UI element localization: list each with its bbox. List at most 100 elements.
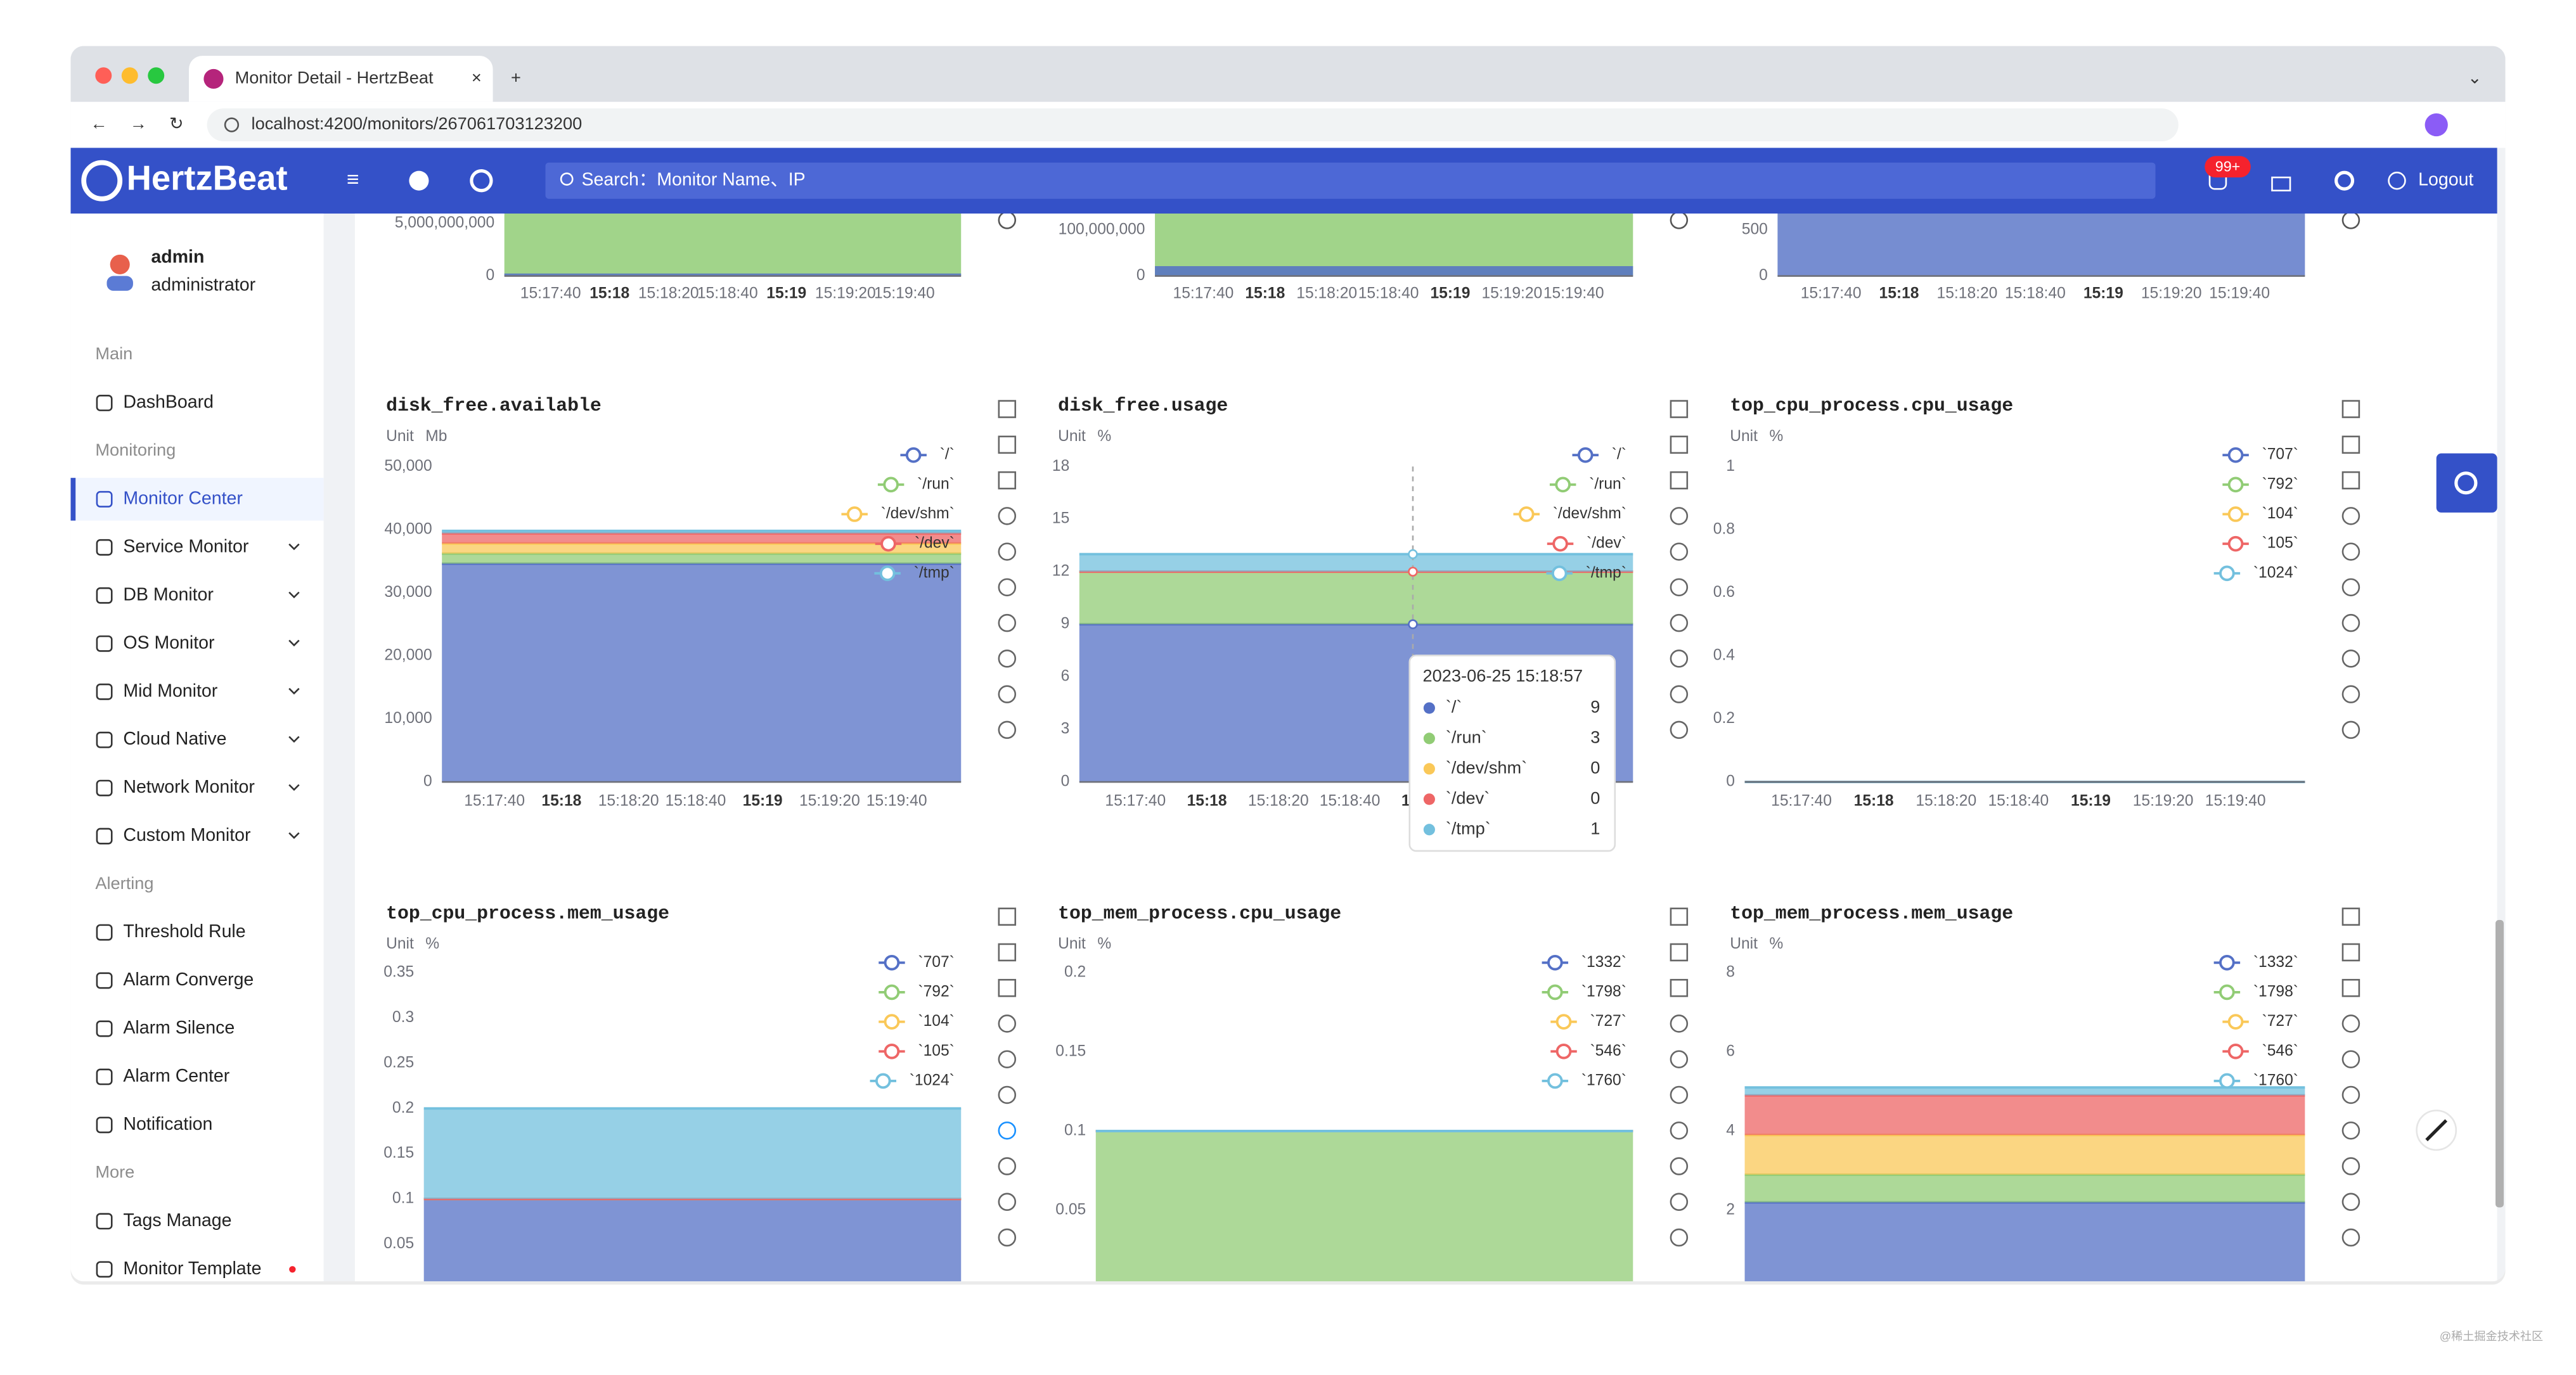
legend-label[interactable]: `1760` xyxy=(2253,1071,2298,1089)
legend-label[interactable]: `1332` xyxy=(1581,954,1626,971)
tool-icon[interactable] xyxy=(998,1085,1017,1104)
tool-icon[interactable] xyxy=(2341,542,2360,561)
menu-toggle[interactable]: ≡ xyxy=(347,168,359,191)
tool-icon[interactable] xyxy=(998,578,1017,597)
tool-icon[interactable] xyxy=(998,1157,1017,1175)
tool-icon[interactable] xyxy=(2341,685,2360,703)
menu-item[interactable]: Mid Monitor xyxy=(123,681,217,701)
tool-icon[interactable] xyxy=(2341,943,2360,962)
legend-label[interactable]: `/run` xyxy=(1589,475,1626,492)
legend-label[interactable]: `1798` xyxy=(2253,983,2298,1000)
legend-label[interactable]: `/tmp` xyxy=(914,564,955,581)
tool-icon[interactable] xyxy=(2341,978,2360,997)
search-box[interactable] xyxy=(545,162,2156,199)
close-dot[interactable] xyxy=(95,67,112,84)
tool-icon[interactable] xyxy=(1670,943,1689,962)
tool-icon[interactable] xyxy=(998,943,1017,962)
max-dot[interactable] xyxy=(148,67,165,84)
tool-icon[interactable] xyxy=(2341,1121,2360,1140)
legend-label[interactable]: `/tmp` xyxy=(1586,564,1626,581)
tool-icon[interactable] xyxy=(1670,1050,1689,1068)
legend-label[interactable]: `/dev` xyxy=(1587,535,1626,552)
tool-icon[interactable] xyxy=(998,613,1017,632)
forward[interactable]: → xyxy=(130,113,147,133)
legend-label[interactable]: `105` xyxy=(918,1042,954,1059)
tool-icon[interactable] xyxy=(1670,1121,1689,1140)
min-dot[interactable] xyxy=(121,67,138,84)
scrollbar[interactable] xyxy=(2496,919,2504,1208)
legend-label[interactable]: `1332` xyxy=(2253,954,2298,971)
legend-label[interactable]: `/` xyxy=(1612,446,1626,463)
menu-item[interactable]: Notification xyxy=(123,1114,212,1134)
tool-icon[interactable] xyxy=(1670,613,1689,632)
omnibox[interactable] xyxy=(207,108,2179,141)
tool-icon[interactable] xyxy=(998,507,1017,525)
menu-item[interactable]: Alarm Converge xyxy=(123,969,254,990)
tool-icon[interactable] xyxy=(1670,1157,1689,1175)
tool-icon[interactable] xyxy=(1670,400,1689,418)
menu-item[interactable]: Network Monitor xyxy=(123,777,255,797)
tool-icon[interactable] xyxy=(998,978,1017,997)
tool-icon[interactable] xyxy=(1670,649,1689,668)
legend-label[interactable]: `727` xyxy=(2262,1013,2298,1030)
legend-label[interactable]: `/dev/shm` xyxy=(1553,505,1626,522)
github[interactable] xyxy=(409,170,429,191)
tool-icon[interactable] xyxy=(998,435,1017,454)
tab-menu[interactable]: ⌄ xyxy=(2468,68,2482,87)
tool-icon[interactable] xyxy=(2341,578,2360,597)
tool-icon[interactable] xyxy=(998,649,1017,668)
menu-item[interactable]: Cloud Native xyxy=(123,729,226,749)
gitee[interactable] xyxy=(470,169,493,193)
reload[interactable]: ↻ xyxy=(169,113,184,133)
menu-item[interactable]: Alarm Center xyxy=(123,1066,229,1086)
tool-icon[interactable] xyxy=(998,400,1017,418)
tool-icon[interactable] xyxy=(1670,978,1689,997)
tool-icon[interactable] xyxy=(2341,400,2360,418)
legend-label[interactable]: `792` xyxy=(918,983,954,1000)
legend-label[interactable]: `104` xyxy=(2262,505,2298,522)
legend-label[interactable]: `792` xyxy=(2262,475,2298,492)
tool-icon[interactable] xyxy=(998,1121,1017,1140)
legend-label[interactable]: `/dev` xyxy=(915,535,955,552)
legend-label[interactable]: `707` xyxy=(2262,446,2298,463)
active-tab[interactable] xyxy=(189,56,493,102)
legend-label[interactable]: `/` xyxy=(940,446,955,463)
tool-icon[interactable] xyxy=(2341,1050,2360,1068)
new-tab[interactable]: + xyxy=(511,68,521,87)
legend-label[interactable]: `105` xyxy=(2262,535,2298,552)
tool-icon[interactable] xyxy=(2341,507,2360,525)
tool-icon[interactable] xyxy=(998,1228,1017,1247)
tool-icon[interactable] xyxy=(1670,542,1689,561)
tool-icon[interactable] xyxy=(2341,649,2360,668)
legend-label[interactable]: `707` xyxy=(918,954,954,971)
legend-label[interactable]: `546` xyxy=(2262,1042,2298,1059)
menu-item[interactable]: Threshold Rule xyxy=(123,921,245,942)
tool-icon[interactable] xyxy=(1670,685,1689,703)
menu-item[interactable]: Custom Monitor xyxy=(123,825,251,845)
legend-label[interactable]: `104` xyxy=(918,1013,954,1030)
legend-label[interactable]: `/dev/shm` xyxy=(881,505,955,522)
legend-label[interactable]: `546` xyxy=(1590,1042,1626,1059)
settings[interactable] xyxy=(2334,170,2355,191)
tool-icon[interactable] xyxy=(1670,471,1689,490)
tool-icon[interactable] xyxy=(998,720,1017,739)
tool-icon[interactable] xyxy=(1670,1085,1689,1104)
tool-icon[interactable] xyxy=(998,1050,1017,1068)
tool-icon[interactable] xyxy=(2341,907,2360,926)
menu-item[interactable]: Monitor Template xyxy=(123,1258,261,1279)
tool-icon[interactable] xyxy=(998,1193,1017,1211)
menu-item[interactable]: Service Monitor xyxy=(123,536,248,556)
tool-icon[interactable] xyxy=(998,685,1017,703)
legend-label[interactable]: `1798` xyxy=(1581,983,1626,1000)
tool-icon[interactable] xyxy=(2341,613,2360,632)
tab-close[interactable]: × xyxy=(472,68,482,87)
tool-icon[interactable] xyxy=(2341,1157,2360,1175)
menu-item[interactable]: DB Monitor xyxy=(123,584,214,604)
tool-icon[interactable] xyxy=(2341,1193,2360,1211)
float-settings[interactable] xyxy=(2436,453,2497,513)
tool-icon[interactable] xyxy=(1670,1014,1689,1033)
tool-icon[interactable] xyxy=(1670,907,1689,926)
menu-item[interactable]: Monitor Center xyxy=(123,488,243,508)
back[interactable]: ← xyxy=(91,113,108,133)
tool-icon[interactable] xyxy=(2341,1228,2360,1247)
